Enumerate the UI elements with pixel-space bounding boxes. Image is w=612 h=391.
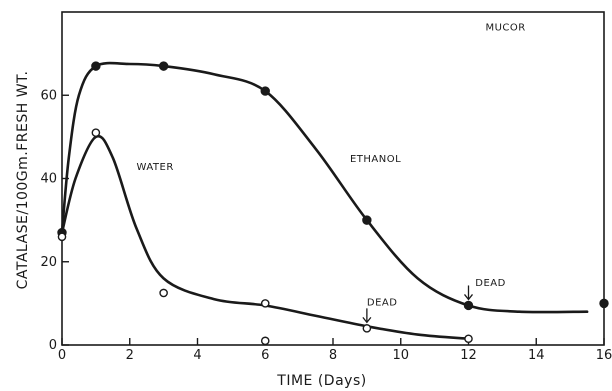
plot-frame <box>61 11 605 346</box>
x-tick-label: 16 <box>596 348 612 363</box>
water-data-point <box>159 288 168 298</box>
ethanol-series-label: ETHANOL <box>350 154 401 165</box>
y-axis-label: CATALASE/100Gm.FRESH WT. <box>15 71 31 290</box>
x-axis-label: TIME (Days) <box>276 373 366 389</box>
water-data-point <box>57 232 67 242</box>
dead-label: DEAD <box>367 297 398 308</box>
mucor-label: MUCOR <box>485 23 525 34</box>
water-series-line <box>60 134 470 341</box>
series-curves <box>60 61 589 341</box>
x-tick-label: 6 <box>261 348 269 363</box>
x-tick-label: 4 <box>193 348 201 363</box>
x-tick-label: 0 <box>58 348 66 363</box>
axis-ticks: 0 2 4 6 8 10 12 14 16 0 20 40 60 <box>40 88 612 363</box>
y-tick-label: 60 <box>40 88 57 103</box>
ethanol-data-point <box>260 86 270 96</box>
x-tick-label: 14 <box>528 348 545 363</box>
water-data-point <box>362 324 372 333</box>
water-series-label: WATER <box>137 162 174 173</box>
x-tick-label: 10 <box>392 348 409 363</box>
ethanol-data-point <box>91 61 101 71</box>
x-tick-label: 8 <box>329 348 337 363</box>
water-data-point <box>260 336 270 346</box>
y-tick-label: 0 <box>49 338 57 353</box>
x-tick-label: 2 <box>126 348 134 363</box>
dead-arrowhead-icon <box>362 316 372 324</box>
dead-arrowhead-icon <box>463 294 474 301</box>
water-data-point <box>260 299 270 308</box>
ethanol-data-point <box>463 300 474 311</box>
series-markers <box>57 61 609 346</box>
annotations: MUCOR WATER ETHANOL DEAD DEAD <box>137 23 525 324</box>
ethanol-data-point <box>158 61 169 71</box>
dead-label: DEAD <box>475 278 506 289</box>
water-data-point <box>464 334 473 344</box>
ethanol-data-point <box>599 298 609 309</box>
ethanol-data-point <box>362 215 372 225</box>
y-tick-label: 20 <box>40 255 57 270</box>
ethanol-series-line <box>60 61 589 314</box>
water-data-point <box>91 128 101 138</box>
y-tick-label: 40 <box>40 172 57 187</box>
x-tick-label: 12 <box>460 348 477 363</box>
